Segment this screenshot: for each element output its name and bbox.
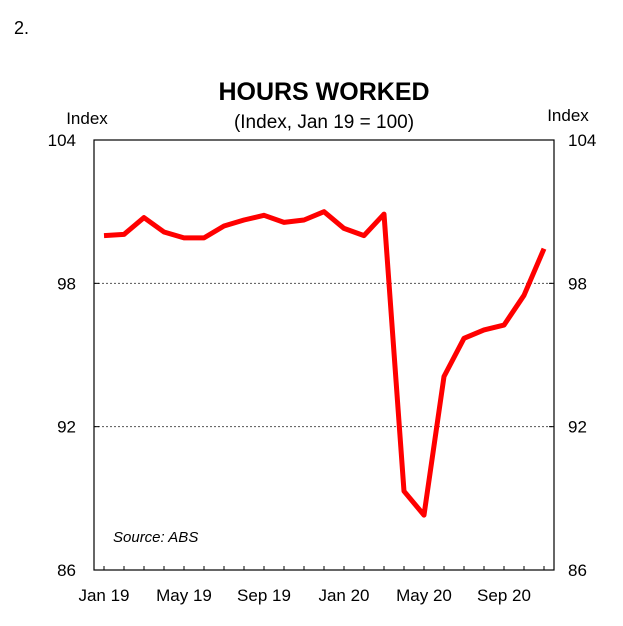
plot-area	[93, 139, 555, 571]
x-tick-label: Jan 20	[318, 586, 369, 605]
right-axis-unit: Index	[547, 106, 589, 125]
left-y-tick-label: 98	[57, 274, 76, 293]
gridlines	[94, 282, 554, 428]
x-tick-label: May 19	[156, 586, 212, 605]
series-layer	[103, 209, 547, 518]
panel-number: 2.	[14, 18, 29, 38]
x-tick-label: May 20	[396, 586, 452, 605]
series-line-hours-worked	[103, 209, 547, 518]
left-y-tick-label: 92	[57, 418, 76, 437]
x-axis: Jan 19 May 19 Sep 19 Jan 20 May 20 Sep 20	[78, 566, 545, 605]
right-y-tick-label: 86	[568, 561, 587, 580]
left-y-tick-label: 86	[57, 561, 76, 580]
right-y-axis: 86 92 98 104	[549, 131, 596, 580]
x-tick-label: Sep 19	[237, 586, 291, 605]
chart-title: HOURS WORKED	[218, 78, 429, 106]
right-y-tick-label: 104	[568, 131, 596, 150]
x-tick-label: Sep 20	[477, 586, 531, 605]
x-tick-label: Jan 19	[78, 586, 129, 605]
right-y-tick-label: 92	[568, 418, 587, 437]
right-y-tick-label: 98	[568, 274, 587, 293]
chart-subtitle: (Index, Jan 19 = 100)	[234, 112, 414, 133]
left-y-axis: 86 92 98 104	[48, 131, 99, 580]
left-y-tick-label: 104	[48, 131, 76, 150]
source-note: Source: ABS	[113, 529, 198, 546]
left-axis-unit: Index	[66, 109, 108, 128]
